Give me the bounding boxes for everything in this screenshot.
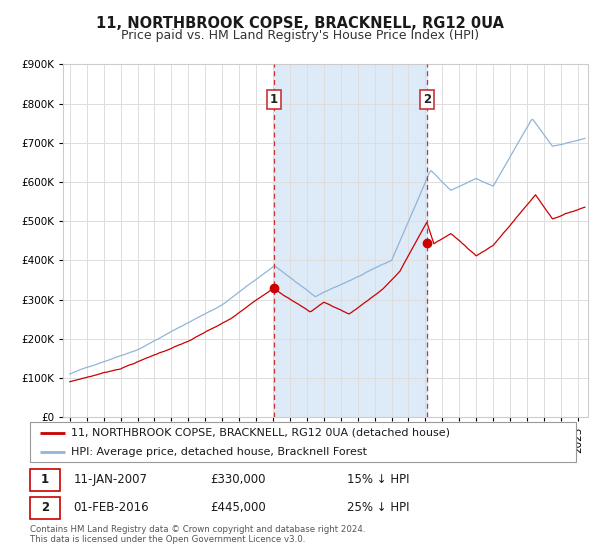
FancyBboxPatch shape bbox=[30, 422, 576, 462]
Text: 1: 1 bbox=[41, 473, 49, 487]
Text: £445,000: £445,000 bbox=[210, 501, 266, 515]
FancyBboxPatch shape bbox=[30, 497, 60, 519]
Text: 1: 1 bbox=[269, 93, 278, 106]
Text: 2: 2 bbox=[423, 93, 431, 106]
Text: 11-JAN-2007: 11-JAN-2007 bbox=[74, 473, 148, 487]
Text: 11, NORTHBROOK COPSE, BRACKNELL, RG12 0UA (detached house): 11, NORTHBROOK COPSE, BRACKNELL, RG12 0U… bbox=[71, 428, 450, 437]
Text: Contains HM Land Registry data © Crown copyright and database right 2024.
This d: Contains HM Land Registry data © Crown c… bbox=[30, 525, 365, 544]
Text: 11, NORTHBROOK COPSE, BRACKNELL, RG12 0UA: 11, NORTHBROOK COPSE, BRACKNELL, RG12 0U… bbox=[96, 16, 504, 31]
Text: 01-FEB-2016: 01-FEB-2016 bbox=[74, 501, 149, 515]
Text: HPI: Average price, detached house, Bracknell Forest: HPI: Average price, detached house, Brac… bbox=[71, 447, 367, 457]
Text: 25% ↓ HPI: 25% ↓ HPI bbox=[347, 501, 409, 515]
Text: £330,000: £330,000 bbox=[210, 473, 266, 487]
Text: 2: 2 bbox=[41, 501, 49, 515]
FancyBboxPatch shape bbox=[30, 469, 60, 491]
Text: 15% ↓ HPI: 15% ↓ HPI bbox=[347, 473, 409, 487]
Text: Price paid vs. HM Land Registry's House Price Index (HPI): Price paid vs. HM Land Registry's House … bbox=[121, 29, 479, 42]
Bar bbox=[274, 64, 427, 417]
